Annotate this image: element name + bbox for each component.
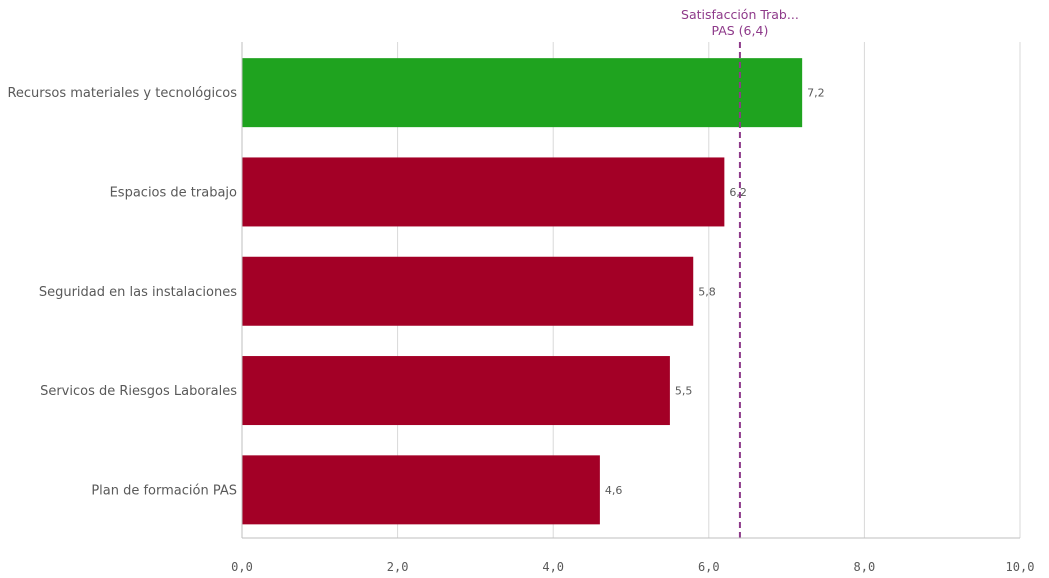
bars <box>242 58 803 525</box>
x-tick-label: 10,0 <box>1006 560 1035 574</box>
reference-line-group: Satisfacción Trab... PAS (6,4) <box>681 7 799 538</box>
x-tick-label: 8,0 <box>854 560 876 574</box>
bar[interactable] <box>242 455 600 525</box>
reference-line-value-label: PAS (6,4) <box>711 23 768 38</box>
category-label: Plan de formación PAS <box>91 483 237 498</box>
data-label: 5,8 <box>698 285 716 298</box>
category-labels: Recursos materiales y tecnológicos Espaci… <box>7 86 237 498</box>
x-tick-label: 2,0 <box>387 560 409 574</box>
category-label: Espacios de trabajo <box>110 185 237 200</box>
x-axis: 0,0 2,0 4,0 6,0 8,0 10,0 <box>231 42 1034 574</box>
data-label: 6,2 <box>729 186 747 199</box>
bar[interactable] <box>242 157 725 227</box>
reference-line-label: Satisfacción Trab... <box>681 7 799 22</box>
bar[interactable] <box>242 256 694 326</box>
data-label: 4,6 <box>605 484 623 497</box>
data-labels: 7,2 6,2 5,8 5,5 4,6 <box>605 87 825 497</box>
x-tick-label: 6,0 <box>698 560 720 574</box>
category-label: Seguridad en las instalaciones <box>39 285 237 300</box>
category-label: Recursos materiales y tecnológicos <box>7 86 237 101</box>
data-label: 7,2 <box>807 87 825 100</box>
category-label: Servicos de Riesgos Laborales <box>40 384 237 399</box>
bar[interactable] <box>242 356 670 426</box>
bar[interactable] <box>242 58 803 128</box>
x-tick-label: 4,0 <box>542 560 564 574</box>
x-tick-label: 0,0 <box>231 560 253 574</box>
data-label: 5,5 <box>675 385 693 398</box>
